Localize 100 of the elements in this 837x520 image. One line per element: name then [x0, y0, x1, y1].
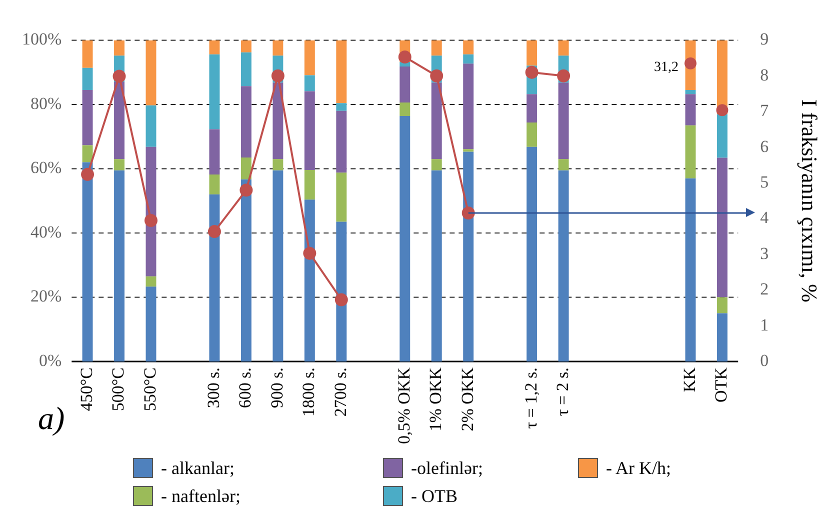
bar: [272, 159, 284, 170]
bar: [114, 159, 124, 170]
bar: [114, 40, 124, 56]
bar: [685, 125, 696, 178]
bar: [558, 82, 569, 160]
y2-tick-label: 3: [760, 244, 769, 263]
bar: [336, 110, 347, 173]
point: [398, 50, 412, 64]
bar: [463, 54, 474, 64]
x-tick-label: 550°C: [140, 368, 160, 412]
point: [144, 214, 158, 227]
point: [716, 104, 728, 116]
bar: [526, 122, 538, 147]
bar: [272, 40, 284, 56]
bar: [209, 129, 220, 175]
y2-tick-label: 9: [760, 30, 769, 49]
bar: [209, 194, 220, 362]
point: [525, 66, 538, 79]
point: [81, 168, 94, 181]
point: [430, 69, 444, 82]
bar: [304, 75, 315, 92]
x-tick-label: 2700 s.: [330, 368, 350, 417]
x-tick-label: 300 s.: [204, 368, 223, 408]
point: [112, 70, 126, 83]
bar: [526, 94, 538, 122]
x-tick-label: 900 s.: [267, 368, 286, 408]
y2-axis-title: I fraksiyanın çıxımı, %: [797, 99, 822, 302]
bar: [463, 149, 474, 152]
bar: [336, 103, 347, 111]
bar: [146, 276, 156, 287]
bar: [558, 170, 569, 362]
y2-tick-label: 8: [760, 65, 769, 84]
legend-label: -olefinlər;: [411, 458, 483, 478]
point: [557, 69, 570, 82]
y2-tick-label: 4: [760, 208, 770, 228]
x-tick-label: 600 s.: [236, 368, 255, 408]
bar: [240, 52, 252, 86]
bar: [82, 40, 93, 68]
bar: [240, 179, 252, 362]
legend-label: - alkanlar;: [161, 458, 234, 478]
x-tick-label: 1% OKK: [426, 366, 446, 432]
bar: [431, 40, 442, 56]
bar: [146, 40, 156, 106]
bar: [431, 82, 442, 160]
bar: [82, 90, 93, 146]
bar: [82, 162, 93, 362]
y2-tick-label: 5: [760, 172, 769, 192]
bar: [240, 40, 252, 52]
bar: [400, 102, 410, 116]
bar: [272, 170, 284, 362]
bar: [336, 40, 347, 104]
y2-tick-label: 7: [760, 101, 770, 120]
y-tick-label: 60%: [30, 158, 62, 178]
bar: [716, 297, 728, 314]
y-tick-label: 20%: [30, 286, 62, 306]
bar: [304, 40, 315, 76]
y-tick-label: 0%: [38, 350, 62, 370]
bar: [716, 158, 728, 298]
y-tick-label: 40%: [30, 222, 62, 242]
y2-tick-label: 0: [760, 350, 769, 370]
bar: [431, 170, 442, 362]
x-tick-label: 1800 s.: [299, 368, 318, 417]
bar: [209, 174, 220, 194]
bar: [304, 91, 315, 170]
x-tick-label: 500°C: [108, 368, 128, 412]
text: a): [38, 400, 65, 437]
point: [684, 57, 696, 70]
bar: [558, 40, 569, 56]
point: [303, 246, 316, 260]
bar: [716, 313, 728, 362]
bar: [463, 40, 474, 54]
legend-label: - OTB: [411, 486, 458, 506]
bar: [526, 146, 538, 362]
bar: [400, 116, 410, 362]
x-tick-label: KK: [680, 366, 699, 392]
bar: [304, 200, 315, 362]
bar: [336, 222, 347, 362]
x-tick-label: 450°C: [76, 368, 96, 412]
y-tick-label: 80%: [30, 94, 62, 113]
bar: [82, 145, 93, 162]
point: [462, 206, 475, 220]
bar: [272, 82, 284, 160]
bar: [716, 114, 728, 158]
x-tick-label: τ = 1,2 s.: [521, 368, 540, 429]
bar: [336, 172, 347, 222]
bar: [240, 157, 252, 180]
bar: [400, 66, 410, 103]
y2-tick-label: 6: [760, 136, 769, 156]
bar: [114, 82, 124, 160]
bar: [431, 159, 442, 170]
y2-tick-label: 2: [760, 280, 769, 299]
x-tick-label: 0,5% OKK: [394, 366, 414, 444]
x-tick-label: 2% OKK: [458, 366, 477, 432]
bar: [558, 159, 569, 170]
bar: [240, 86, 252, 158]
point: [240, 184, 253, 197]
bar: [209, 40, 220, 54]
point: [271, 69, 284, 82]
bar: [209, 54, 220, 130]
x-tick-label: OTK: [712, 366, 731, 402]
